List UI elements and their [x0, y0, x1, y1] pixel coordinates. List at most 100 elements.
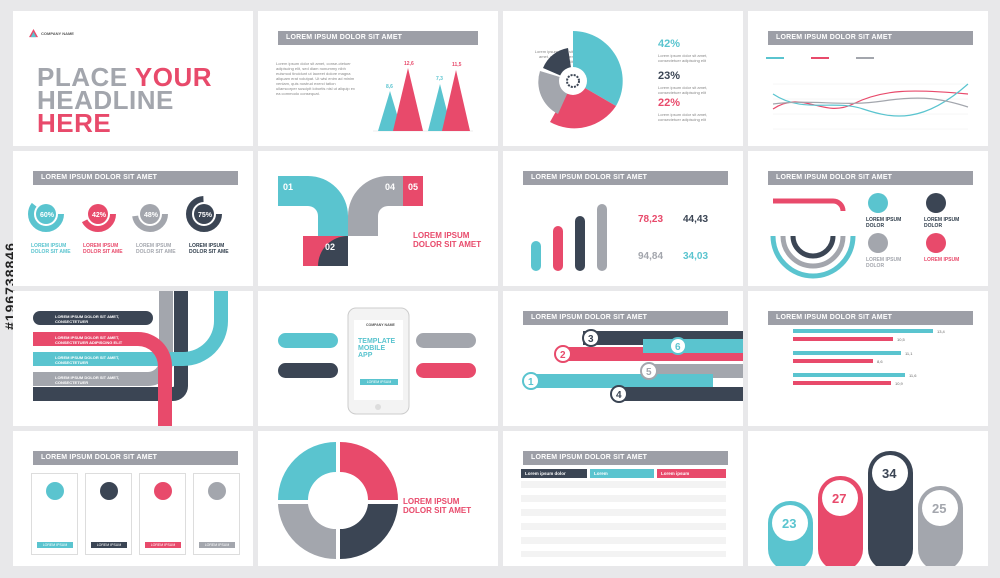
- headline-word: PLACE: [37, 62, 128, 92]
- svg-text:23: 23: [782, 516, 796, 531]
- svg-text:2: 2: [560, 350, 566, 361]
- slide-headline[interactable]: COMPANY NAME PLACE YOUR HEADLINE HERE: [13, 11, 253, 146]
- svg-text:6: 6: [675, 342, 681, 353]
- slide-horizontal-bars[interactable]: LOREM IPSUM DOLOR SIT AMET 13,4 10,5 11,…: [748, 291, 988, 426]
- phone-icon: [347, 307, 410, 415]
- svg-text:04: 04: [385, 182, 395, 192]
- slide-numbered-steps[interactable]: LOREM IPSUM DOLOR SIT AMET 1 2 3 4 5 6: [503, 291, 743, 426]
- triangle-pink-2: [442, 70, 470, 131]
- slide-donut-percentages[interactable]: LOREM IPSUM DOLOR SIT AMET 60% 42% 48% 7…: [13, 151, 253, 286]
- percent-3: 22%: [658, 97, 681, 109]
- icon-label-a: LOREM IPSUM DOLOR: [866, 217, 902, 229]
- card-icon: [100, 482, 118, 500]
- table-header: Lorem ipsum dolor Lorem Lorem ipsum: [521, 469, 726, 478]
- ribbon-diagram: [33, 291, 228, 426]
- svg-text:01: 01: [283, 182, 293, 192]
- card-button[interactable]: LOREM IPSUM: [145, 542, 181, 548]
- slide-title: LOREM IPSUM DOLOR SIT AMET: [523, 171, 728, 185]
- kpi-2: 44,43: [683, 214, 709, 225]
- value-label: 12,6: [404, 61, 414, 67]
- triangle-chart: 8,6 12,6 7,3 11,5: [373, 61, 473, 132]
- slide-mobile-app[interactable]: COMPANY NAME TEMPLATE MOBILE APP LOREM IPS…: [258, 291, 498, 426]
- ribbon-item-3: LOREM IPSUM DOLOR SIT AMET, CONSECTETUER: [55, 355, 120, 365]
- company-name: COMPANY NAME: [41, 31, 74, 36]
- slide-ribbon-list[interactable]: LOREM IPSUM DOLOR SIT AMET, CONSECTETUER…: [13, 291, 253, 426]
- slide-triangle-chart[interactable]: LOREM IPSUM DOLOR SIT AMET Lorem ipsum d…: [258, 11, 498, 146]
- callout-right-1: [416, 333, 476, 348]
- icon-label-c: LOREM IPSUM DOLOR: [866, 257, 902, 269]
- tools-icon: [868, 193, 888, 213]
- headline-word: HEADLINE: [37, 85, 174, 115]
- svg-text:11,1: 11,1: [905, 351, 913, 356]
- svg-text:60%: 60%: [40, 212, 55, 219]
- svg-text:10,9: 10,9: [895, 381, 904, 386]
- icon-label-d: LOREM IPSUM: [924, 257, 960, 263]
- slide-cycle[interactable]: LOREM IPSUM DOLOR SIT AMET: [258, 431, 498, 566]
- svg-text:11,6: 11,6: [909, 373, 917, 378]
- triangle-pink-1: [393, 68, 423, 131]
- slide-title: LOREM IPSUM DOLOR SIT AMET: [768, 171, 973, 185]
- headline: PLACE YOUR HEADLINE HERE: [37, 64, 212, 138]
- slide-title: LOREM IPSUM DOLOR SIT AMET: [278, 31, 478, 45]
- svg-text:25: 25: [932, 501, 946, 516]
- card-icon: [154, 482, 172, 500]
- slide-bar-chart[interactable]: LOREM IPSUM DOLOR SIT AMET 78,23 44,43 9…: [503, 151, 743, 286]
- headline-word-accent: HERE: [37, 108, 112, 138]
- kpi-1: 78,23: [638, 214, 664, 225]
- slide-table[interactable]: LOREM IPSUM DOLOR SIT AMET Lorem ipsum d…: [503, 431, 743, 566]
- svg-text:02: 02: [325, 242, 335, 252]
- value-label: 7,3: [436, 76, 443, 82]
- svg-text:5: 5: [646, 367, 652, 378]
- donut-caption: LOREM IPSUM DOLOR SIT AME LOREM IPSUM DO…: [31, 243, 229, 255]
- slide-capsule-pillars[interactable]: 23 27 34 25: [748, 431, 988, 566]
- percent-1: 42%: [658, 38, 681, 50]
- donut-set: 60% 42% 48% 75%: [28, 196, 222, 232]
- slide-cards[interactable]: LOREM IPSUM DOLOR SIT AMET LOREM IPSUM L…: [13, 431, 253, 566]
- slide-title: LOREM IPSUM DOLOR SIT AMET: [768, 31, 973, 45]
- line-chart: [772, 83, 969, 130]
- svg-text:48%: 48%: [144, 212, 159, 219]
- slide-title: LOREM IPSUM DOLOR SIT AMET: [768, 311, 973, 325]
- card: LOREM IPSUM: [193, 473, 240, 555]
- slide-serpentine-process[interactable]: 01 02 03 04 05 LOREM IPSUM DOLOR SIT AME…: [258, 151, 498, 286]
- app-button[interactable]: LOREM IPSUM: [360, 379, 398, 385]
- card: LOREM IPSUM: [139, 473, 186, 555]
- ribbon-item-4: LOREM IPSUM DOLOR SIT AMET, CONSECTETUER: [55, 375, 120, 385]
- svg-text:4: 4: [616, 390, 622, 401]
- gear-icon: [566, 74, 580, 88]
- svg-text:8,6: 8,6: [877, 359, 883, 364]
- callout-right-2: [416, 363, 476, 378]
- svg-text:42%: 42%: [92, 212, 107, 219]
- callout-left-1: [278, 333, 338, 348]
- svg-text:34: 34: [882, 466, 897, 481]
- cycle-heading: LOREM IPSUM DOLOR SIT AMET: [403, 497, 472, 515]
- slide-arc-icons[interactable]: LOREM IPSUM DOLOR SIT AMET LOREM IPSUM D…: [748, 151, 988, 286]
- percent-2-text: Lorem ipsum dolor sit amet, consectetuer…: [658, 85, 708, 95]
- svg-text:3: 3: [588, 334, 594, 345]
- capsule-chart: 23 27 34 25: [768, 451, 963, 566]
- radial-pie-chart: [538, 31, 623, 129]
- callout-left-2: [278, 363, 338, 378]
- table: Lorem ipsum dolor Lorem Lorem ipsum: [521, 469, 726, 559]
- ribbon-item-2: LOREM IPSUM DOLOR SIT AMET, CONSECTETUER…: [55, 335, 123, 345]
- card-button[interactable]: LOREM IPSUM: [37, 542, 73, 548]
- svg-text:27: 27: [832, 491, 846, 506]
- cycle-diagram: [278, 442, 398, 560]
- ribbon-item-1: LOREM IPSUM DOLOR SIT AMET, CONSECTETUER: [55, 314, 120, 324]
- slide-radial-pie[interactable]: Lorem ipsum dolor sit amet, consectetuer…: [503, 11, 743, 146]
- slide-line-chart[interactable]: LOREM IPSUM DOLOR SIT AMET: [748, 11, 988, 146]
- card-row: LOREM IPSUM LOREM IPSUM LOREM IPSUM LORE…: [31, 473, 241, 555]
- card-icon: [208, 482, 226, 500]
- slide-title: LOREM IPSUM DOLOR SIT AMET: [33, 171, 238, 185]
- kpi-3: 94,84: [638, 251, 664, 262]
- svg-text:05: 05: [408, 182, 418, 192]
- truck-icon: [868, 233, 888, 253]
- card-button[interactable]: LOREM IPSUM: [91, 542, 127, 548]
- serpentine-diagram: 01 02 03 04 05: [278, 176, 423, 266]
- svg-text:03: 03: [351, 242, 361, 252]
- percent-1-text: Lorem ipsum dolor sit amet, consectetuer…: [658, 53, 708, 63]
- card-button[interactable]: LOREM IPSUM: [199, 542, 235, 548]
- app-company: COMPANY NAME: [366, 323, 395, 327]
- value-label: 8,6: [386, 84, 393, 90]
- svg-text:1: 1: [528, 377, 534, 388]
